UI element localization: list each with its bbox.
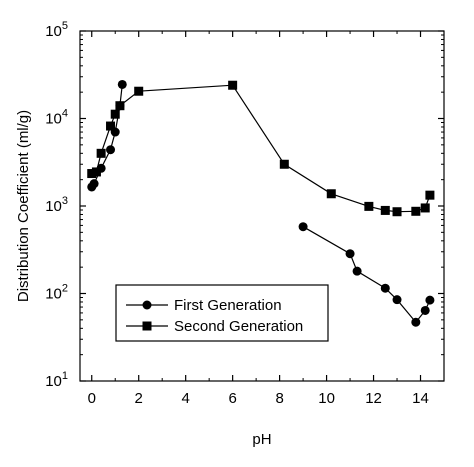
x-tick-label: 0 (88, 390, 96, 407)
data-point-second-generation (106, 121, 116, 131)
data-point-second-generation (411, 206, 421, 216)
x-tick-label: 4 (182, 390, 190, 407)
data-point-second-generation (420, 203, 430, 213)
data-point-second-generation (110, 109, 120, 119)
data-point-second-generation (392, 207, 402, 217)
legend-marker-second-generation (142, 321, 152, 331)
data-point-second-generation (326, 189, 336, 199)
data-point-first-generation (106, 145, 116, 155)
y-tick-label: 105 (45, 20, 68, 40)
legend-marker-first-generation (142, 300, 152, 310)
data-point-first-generation (425, 295, 435, 305)
data-point-second-generation (380, 205, 390, 215)
y-tick-label: 104 (45, 108, 68, 128)
data-point-first-generation (392, 295, 402, 305)
data-point-first-generation (352, 266, 362, 276)
y-tick-label: 103 (45, 195, 68, 215)
data-point-second-generation (228, 80, 238, 90)
data-point-first-generation (89, 179, 99, 189)
data-point-second-generation (87, 169, 97, 179)
data-point-first-generation (345, 249, 355, 259)
x-tick-label: 10 (318, 390, 335, 407)
data-point-second-generation (96, 148, 106, 158)
data-point-second-generation (364, 201, 374, 211)
data-point-first-generation (117, 79, 127, 89)
y-tick-label: 102 (45, 283, 68, 303)
data-point-first-generation (380, 283, 390, 293)
legend-label-first-generation: First Generation (174, 297, 282, 314)
data-point-first-generation (411, 317, 421, 327)
series-second-generation (87, 80, 435, 217)
legend: First Generation Second Generation (115, 284, 329, 342)
legend-item-second-generation: Second Generation (126, 318, 303, 335)
x-tick-label: 14 (412, 390, 429, 407)
data-point-second-generation (279, 159, 289, 169)
x-tick-label: 8 (275, 390, 283, 407)
x-axis-label: pH (252, 431, 271, 448)
data-point-first-generation (420, 305, 430, 315)
y-tick-label: 101 (45, 370, 68, 390)
legend-item-first-generation: First Generation (126, 297, 282, 314)
y-axis-label: Distribution Coefficient (ml/g) (15, 110, 32, 302)
x-tick-label: 6 (228, 390, 236, 407)
data-point-second-generation (91, 167, 101, 177)
x-tick-label: 2 (135, 390, 143, 407)
series-line-second-generation (91, 84, 431, 213)
data-point-second-generation (115, 101, 125, 111)
legend-box (115, 284, 329, 342)
data-point-first-generation (298, 222, 308, 232)
legend-label-second-generation: Second Generation (174, 318, 303, 335)
data-point-second-generation (425, 190, 435, 200)
x-tick-label: 12 (365, 390, 382, 407)
series-layer (87, 79, 435, 327)
data-point-second-generation (134, 86, 144, 96)
axes: 0 2 4 6 8 10 12 14 101 102 103 104 105 (45, 20, 445, 407)
